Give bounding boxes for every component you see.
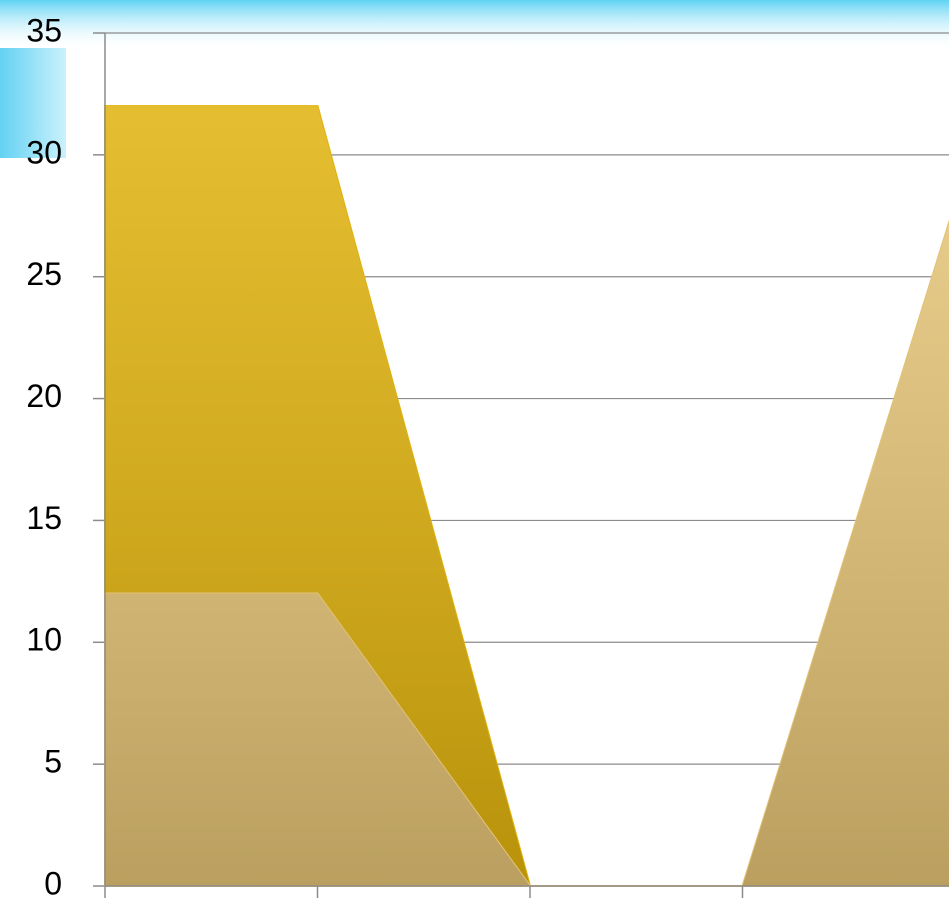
y-tick-label: 20: [26, 378, 62, 414]
background-band: [0, 0, 949, 48]
plot: 0 5 10 15 20 25 30 35: [26, 12, 949, 901]
y-tick-label: 25: [26, 256, 62, 292]
y-tick-label: 0: [44, 865, 62, 901]
y-tick-label: 35: [26, 12, 62, 48]
y-tick-label: 15: [26, 500, 62, 536]
area-shading: [105, 222, 949, 886]
y-tick-label: 5: [44, 744, 62, 780]
background-band: [0, 48, 66, 158]
y-tick-label: 10: [26, 622, 62, 658]
y-tick-label: 30: [26, 134, 62, 170]
